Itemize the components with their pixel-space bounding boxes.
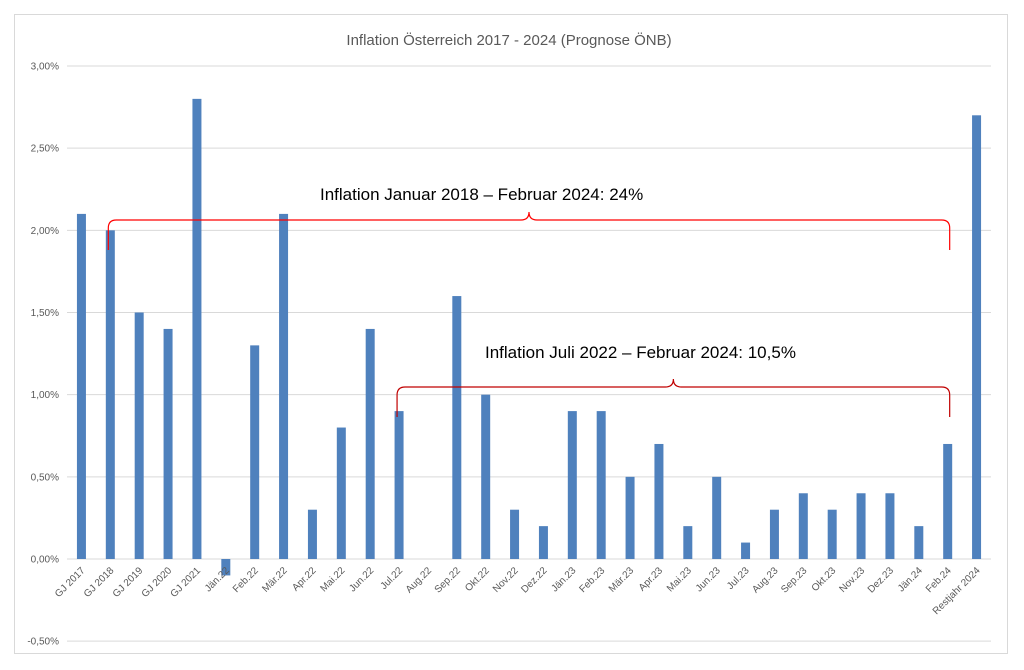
annotation-brace xyxy=(107,211,951,250)
x-tick-label: GJ 2019 xyxy=(111,565,146,600)
x-tick-label: GJ 2020 xyxy=(140,565,175,600)
y-tick-label: 0,50% xyxy=(31,472,59,483)
bar xyxy=(625,476,635,559)
bar xyxy=(134,312,144,559)
x-tick-label: Jun.23 xyxy=(694,565,723,594)
y-tick-label: -0,50% xyxy=(27,637,59,648)
bars xyxy=(76,98,982,576)
bar xyxy=(394,411,404,559)
bar xyxy=(712,476,722,559)
bar xyxy=(76,213,86,559)
bar xyxy=(538,526,548,559)
bar xyxy=(192,98,202,559)
x-tick-label: Feb.22 xyxy=(231,565,261,595)
x-tick-label: Jän.24 xyxy=(896,565,925,594)
x-tick-label: Aug.23 xyxy=(750,565,780,595)
bar xyxy=(567,411,577,559)
bar xyxy=(250,345,260,559)
x-tick-label: Mai.22 xyxy=(318,565,347,594)
annotation-label: Inflation Juli 2022 – Februar 2024: 10,5… xyxy=(485,343,796,362)
bar xyxy=(481,394,491,559)
bar xyxy=(914,526,924,559)
x-tick-label: Aug.22 xyxy=(404,565,434,595)
x-tick-label: Dez.22 xyxy=(519,565,549,595)
x-tick-label: Mär.22 xyxy=(260,565,290,595)
bar xyxy=(654,443,664,559)
bar xyxy=(827,509,837,559)
x-tick-label: Dez.23 xyxy=(866,565,896,595)
y-tick-label: 3,00% xyxy=(31,62,59,73)
y-tick-label: 0,00% xyxy=(31,555,59,566)
x-tick-label: Okt.22 xyxy=(463,565,492,594)
bar xyxy=(336,427,346,559)
bar xyxy=(163,328,173,559)
x-tick-label: Sep.22 xyxy=(433,565,463,595)
x-tick-label: Jul.22 xyxy=(379,565,406,592)
x-tick-label: Nov.23 xyxy=(838,565,868,595)
bar xyxy=(105,230,115,560)
x-tick-label: Okt.23 xyxy=(810,565,839,594)
x-tick-label: Jän.23 xyxy=(549,565,578,594)
x-tick-label: Jul.23 xyxy=(725,565,752,592)
y-tick-label: 1,50% xyxy=(31,308,59,319)
x-tick-label: GJ 2021 xyxy=(169,565,204,600)
gridlines xyxy=(67,65,991,642)
annotation-label: Inflation Januar 2018 – Februar 2024: 24… xyxy=(320,185,643,204)
bar xyxy=(972,115,982,560)
bar xyxy=(856,493,866,559)
bar xyxy=(596,411,606,559)
bar xyxy=(452,296,462,559)
y-tick-label: 2,50% xyxy=(31,144,59,155)
x-tick-label: GJ 2018 xyxy=(82,565,117,600)
bar xyxy=(279,213,289,559)
x-tick-label: Nov.22 xyxy=(491,565,521,595)
annotation-brace xyxy=(396,378,951,417)
annotations: Inflation Januar 2018 – Februar 2024: 24… xyxy=(107,185,951,417)
bar xyxy=(943,443,953,559)
y-tick-label: 1,00% xyxy=(31,390,59,401)
bar xyxy=(365,328,375,559)
x-tick-label: Jän.22 xyxy=(203,565,232,594)
x-tick-label: GJ 2017 xyxy=(53,565,88,600)
y-axis-ticks: -0,50% 0,00% 0,50% 1,00% 1,50% 2,00% 2,50% 3,00… xyxy=(27,62,59,648)
inflation-bar-chart: Inflation Österreich 2017 - 2024 (Progno… xyxy=(27,31,991,648)
bar xyxy=(683,526,693,559)
bar xyxy=(307,509,317,559)
bar xyxy=(885,493,895,559)
x-tick-label: Apr.22 xyxy=(290,565,319,594)
y-tick-label: 2,00% xyxy=(31,226,59,237)
chart-title: Inflation Österreich 2017 - 2024 (Progno… xyxy=(346,31,671,49)
bar xyxy=(221,559,231,576)
x-tick-label: Sep.23 xyxy=(779,565,809,595)
x-tick-label: Jun.22 xyxy=(347,565,376,594)
x-tick-label: Mär.23 xyxy=(607,565,637,595)
bar xyxy=(798,493,808,559)
x-tick-label: Apr.23 xyxy=(637,565,666,594)
chart-frame: Inflation Österreich 2017 - 2024 (Progno… xyxy=(14,14,1008,654)
bar xyxy=(741,542,751,559)
bar xyxy=(510,509,520,559)
x-tick-label: Mai.23 xyxy=(665,565,694,594)
bar xyxy=(769,509,779,559)
x-tick-label: Feb.23 xyxy=(578,565,608,595)
